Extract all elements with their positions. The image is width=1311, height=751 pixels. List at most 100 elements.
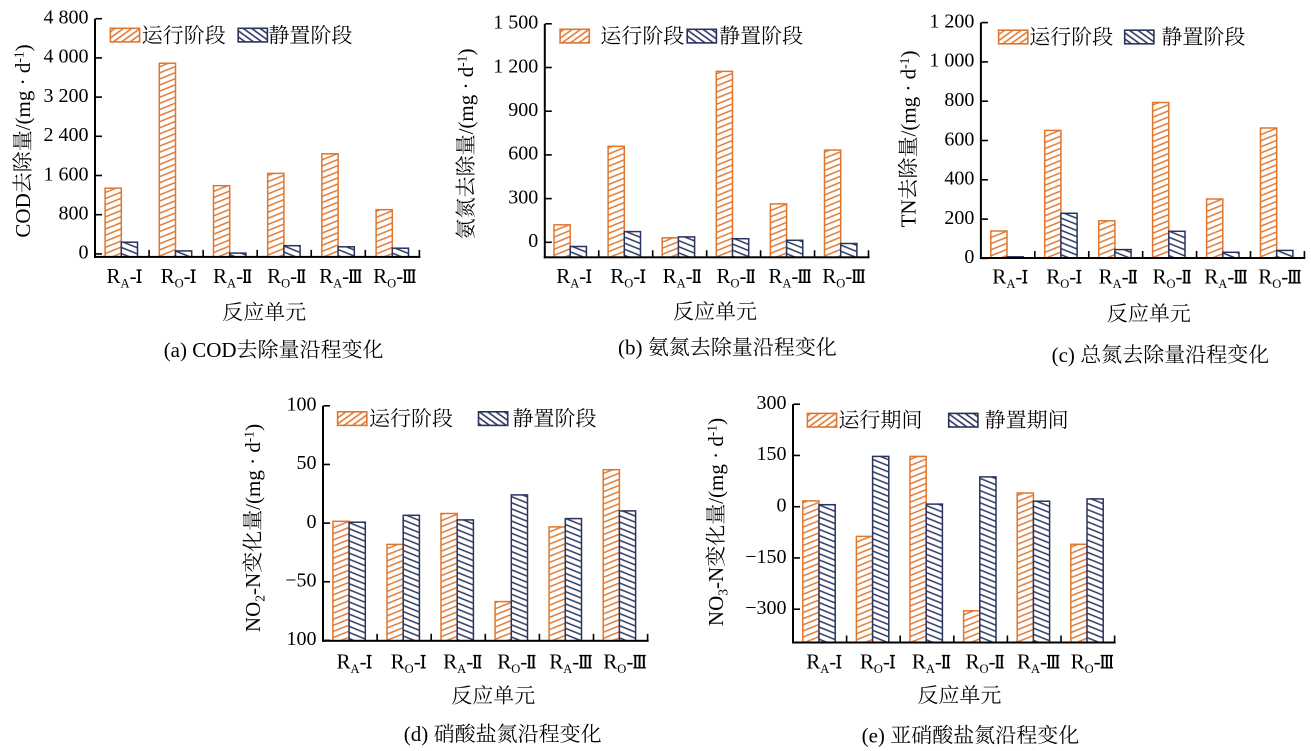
svg-text:R: R bbox=[161, 264, 175, 288]
svg-text:A: A bbox=[563, 662, 572, 676]
svg-text:1 200: 1 200 bbox=[929, 10, 974, 32]
svg-text:R: R bbox=[1046, 265, 1060, 289]
svg-text:300: 300 bbox=[757, 392, 787, 414]
svg-text:): ) bbox=[704, 418, 728, 425]
svg-text:-: - bbox=[466, 650, 473, 674]
svg-text:O: O bbox=[1060, 277, 1069, 291]
svg-text:R: R bbox=[443, 650, 457, 674]
svg-text:R: R bbox=[556, 264, 570, 288]
svg-text:4 800: 4 800 bbox=[44, 7, 89, 29]
svg-text:A: A bbox=[677, 277, 686, 291]
svg-text:-: - bbox=[130, 264, 137, 288]
svg-text:R: R bbox=[1071, 650, 1085, 674]
svg-text:3 200: 3 200 bbox=[44, 85, 89, 107]
svg-text:): ) bbox=[241, 424, 265, 431]
svg-text:-: - bbox=[686, 264, 693, 288]
svg-text:R: R bbox=[717, 264, 731, 288]
svg-text:−150: −150 bbox=[745, 546, 786, 568]
svg-text:/(mg · d: /(mg · d bbox=[11, 62, 35, 130]
svg-text:-: - bbox=[626, 650, 633, 674]
svg-text:A: A bbox=[121, 277, 130, 291]
svg-text:A: A bbox=[1218, 277, 1227, 291]
svg-text:O: O bbox=[1085, 662, 1094, 676]
svg-text:(e): (e) bbox=[862, 724, 885, 748]
svg-text:R: R bbox=[1204, 265, 1218, 289]
svg-text:R: R bbox=[549, 650, 563, 674]
svg-text:-: - bbox=[1281, 265, 1288, 289]
svg-text:R: R bbox=[267, 264, 281, 288]
svg-text:-: - bbox=[184, 264, 191, 288]
svg-text:400: 400 bbox=[944, 168, 974, 190]
svg-text:0: 0 bbox=[777, 495, 787, 517]
svg-text:-1: -1 bbox=[897, 58, 912, 69]
svg-text:1 500: 1 500 bbox=[493, 12, 538, 34]
svg-text:): ) bbox=[11, 44, 35, 51]
svg-text:-: - bbox=[633, 264, 640, 288]
svg-text:-: - bbox=[1069, 265, 1076, 289]
svg-text:R: R bbox=[610, 264, 624, 288]
svg-text:-: - bbox=[989, 650, 996, 674]
svg-text:A: A bbox=[1006, 277, 1015, 291]
svg-text:-: - bbox=[414, 650, 421, 674]
svg-text:A: A bbox=[782, 277, 791, 291]
svg-text:R: R bbox=[663, 264, 677, 288]
svg-text:−50: −50 bbox=[285, 570, 316, 592]
svg-text:-: - bbox=[791, 264, 798, 288]
svg-text:/(mg · d: /(mg · d bbox=[704, 436, 728, 504]
svg-text:(c): (c) bbox=[1052, 343, 1075, 367]
svg-text:/(mg · d: /(mg · d bbox=[241, 442, 265, 510]
svg-text:0: 0 bbox=[964, 246, 974, 268]
svg-text:O: O bbox=[874, 662, 883, 676]
svg-text:-: - bbox=[740, 264, 747, 288]
svg-text:): ) bbox=[897, 51, 921, 58]
svg-text:R: R bbox=[603, 650, 617, 674]
svg-text:O: O bbox=[511, 662, 520, 676]
svg-text:4 000: 4 000 bbox=[44, 46, 89, 68]
svg-text:-: - bbox=[396, 264, 403, 288]
svg-text:800: 800 bbox=[59, 203, 89, 225]
svg-text:R: R bbox=[806, 650, 820, 674]
svg-text:-N: -N bbox=[704, 567, 728, 589]
svg-text:A: A bbox=[1031, 662, 1040, 676]
svg-text:R: R bbox=[213, 264, 227, 288]
svg-text:-: - bbox=[1227, 265, 1234, 289]
svg-text:O: O bbox=[617, 662, 626, 676]
svg-text:NO: NO bbox=[241, 602, 265, 632]
svg-text:COD: COD bbox=[11, 193, 35, 237]
svg-text:A: A bbox=[926, 662, 935, 676]
svg-text:/(mg · d: /(mg · d bbox=[897, 68, 921, 136]
svg-text:-: - bbox=[845, 264, 852, 288]
svg-text:O: O bbox=[980, 662, 989, 676]
svg-text:O: O bbox=[731, 277, 740, 291]
svg-text:300: 300 bbox=[508, 186, 538, 208]
svg-text:900: 900 bbox=[508, 99, 538, 121]
svg-text:1 600: 1 600 bbox=[44, 163, 89, 185]
svg-text:R: R bbox=[1153, 265, 1167, 289]
svg-text:-: - bbox=[829, 650, 836, 674]
svg-text:R: R bbox=[992, 265, 1006, 289]
svg-text:-: - bbox=[290, 264, 297, 288]
svg-text:600: 600 bbox=[508, 143, 538, 165]
svg-text:R: R bbox=[966, 650, 980, 674]
svg-text:A: A bbox=[820, 662, 829, 676]
svg-text:150: 150 bbox=[757, 443, 787, 465]
svg-text:R: R bbox=[391, 650, 405, 674]
svg-text:R: R bbox=[912, 650, 926, 674]
svg-text:TN: TN bbox=[897, 199, 921, 227]
svg-text:O: O bbox=[1167, 277, 1176, 291]
svg-text:2: 2 bbox=[253, 595, 268, 602]
svg-text:(d): (d) bbox=[404, 722, 429, 746]
svg-text:-1: -1 bbox=[705, 425, 720, 436]
svg-text:O: O bbox=[405, 662, 414, 676]
svg-text:-: - bbox=[360, 650, 367, 674]
svg-text:A: A bbox=[570, 277, 579, 291]
svg-text:O: O bbox=[387, 277, 396, 291]
svg-text:-: - bbox=[1094, 650, 1101, 674]
svg-text:50: 50 bbox=[297, 452, 317, 474]
svg-text:-: - bbox=[935, 650, 942, 674]
svg-text:-1: -1 bbox=[12, 51, 27, 62]
svg-text:1 000: 1 000 bbox=[929, 50, 974, 72]
svg-text:/(mg · d: /(mg · d bbox=[454, 66, 478, 134]
svg-text:-: - bbox=[1015, 265, 1022, 289]
svg-text:600: 600 bbox=[944, 128, 974, 150]
